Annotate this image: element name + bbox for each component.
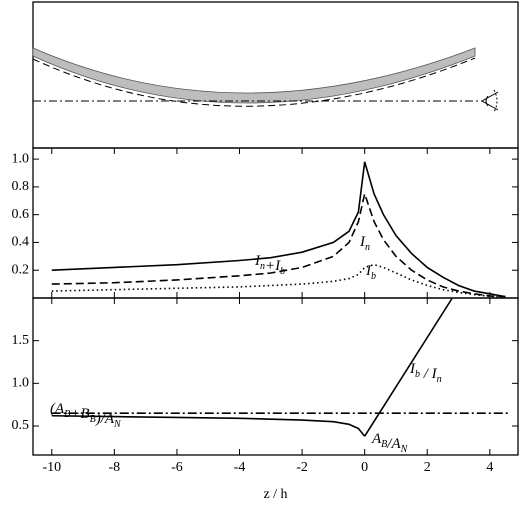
annotation: AB/AN — [371, 431, 409, 455]
plot-frame — [32, 147, 519, 299]
data-line — [51, 414, 366, 437]
annotation-text: I — [254, 253, 261, 269]
annotation-subscript: b — [280, 266, 285, 277]
annotation-text: / I — [420, 366, 438, 382]
annotation-subscript: N — [400, 444, 409, 455]
y-tick-label: 0.4 — [12, 235, 30, 250]
annotation: (AB+BB)/AN — [50, 401, 122, 430]
x-tick-label: -4 — [234, 460, 246, 475]
x-axis-label: z / h — [263, 487, 287, 502]
dashed-surface — [32, 57, 476, 107]
annotation-text: +I — [265, 258, 281, 274]
x-tick-label: -8 — [109, 460, 121, 475]
annotation: In — [359, 234, 370, 253]
y-tick-label: 1.0 — [12, 376, 30, 391]
data-line — [51, 161, 506, 298]
y-tick-label: 1.5 — [12, 333, 30, 348]
y-tick-label: 0.6 — [12, 207, 30, 222]
annotation-text: /A — [386, 436, 401, 452]
annotation-text: I — [359, 234, 366, 250]
annotation: In+Ib — [254, 253, 285, 277]
data-line — [51, 190, 506, 298]
y-tick-label: 1.0 — [12, 151, 30, 166]
annotation-subscript: B — [90, 414, 96, 425]
y-tick-label: 0.5 — [12, 418, 30, 433]
y-tick-label: 0.2 — [12, 262, 30, 277]
annotation-subscript: b — [415, 369, 420, 380]
annotation-text: A — [371, 431, 382, 447]
annotation-text: I — [409, 361, 416, 377]
annotation-subscript: N — [113, 419, 122, 430]
annotation-subscript: n — [437, 374, 442, 385]
annotation-subscript: B — [381, 439, 387, 450]
x-tick-label: 4 — [486, 460, 493, 475]
gray-band — [32, 47, 476, 104]
x-tick-label: 0 — [361, 460, 368, 475]
annotation-text: (A — [50, 401, 65, 417]
annotation-text: +B — [70, 406, 89, 422]
x-tick-label: -2 — [296, 460, 308, 475]
annotation-text: )/A — [95, 411, 115, 427]
annotation-subscript: b — [371, 271, 376, 282]
plot-frame — [32, 297, 519, 456]
annotation-subscript: B — [64, 409, 70, 420]
annotation-subscript: n — [260, 261, 265, 272]
annotation: Ib — [365, 263, 376, 282]
x-tick-label: -10 — [42, 460, 61, 475]
annotation-text: I — [365, 263, 372, 279]
x-tick-label: -6 — [171, 460, 183, 475]
annotation-subscript: n — [365, 242, 370, 253]
x-tick-label: 2 — [424, 460, 431, 475]
annotation: Ib / In — [409, 361, 442, 385]
eye-icon — [480, 89, 499, 113]
y-tick-label: 0.8 — [12, 179, 30, 194]
data-line — [364, 297, 453, 437]
